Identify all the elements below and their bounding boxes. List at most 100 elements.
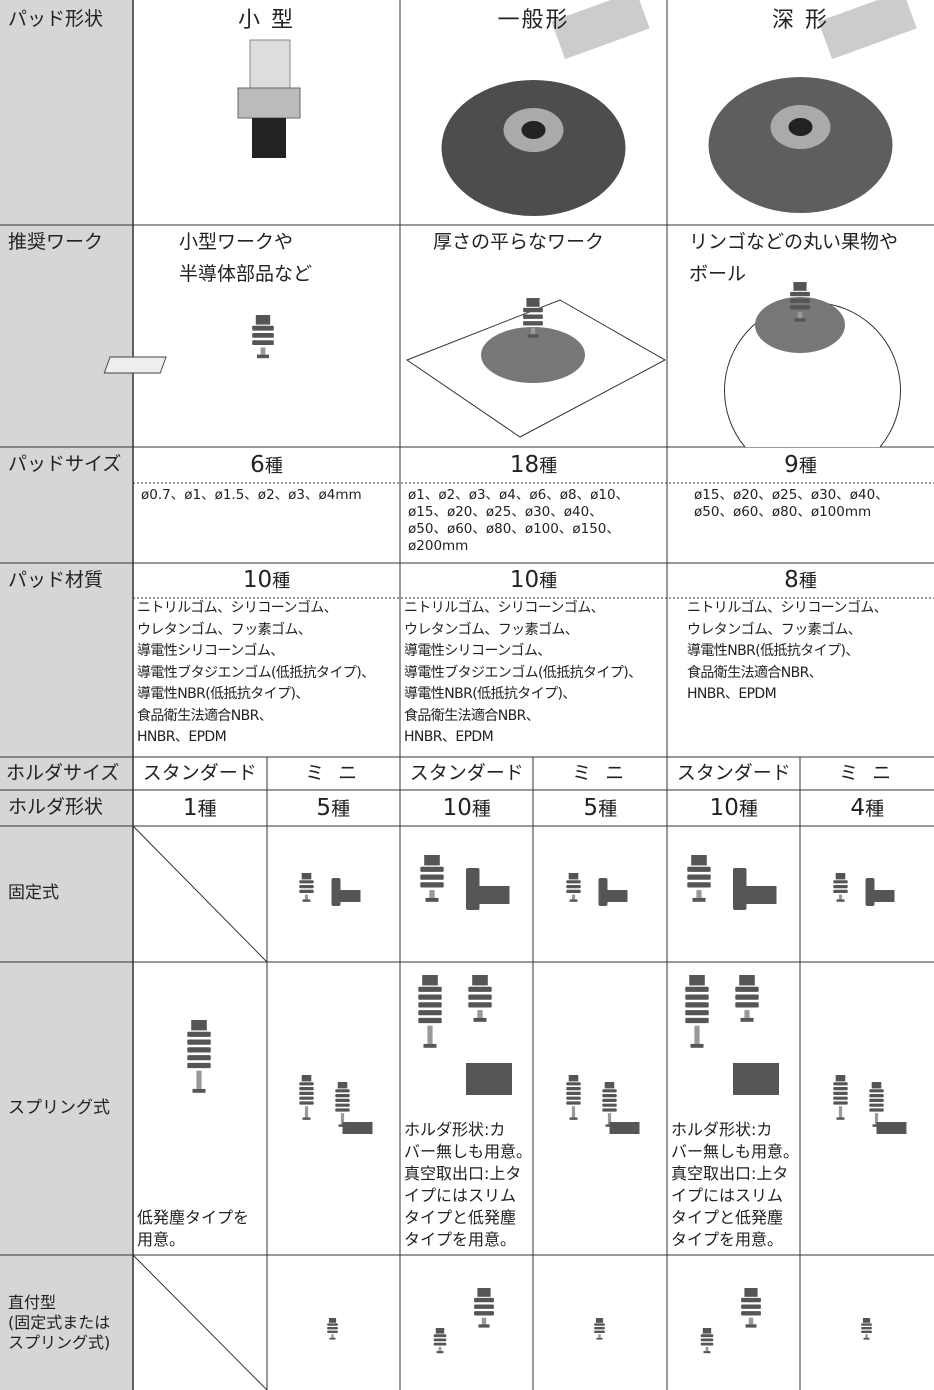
graphic — [420, 866, 444, 872]
graphic — [340, 1113, 345, 1125]
graphic — [299, 1091, 314, 1095]
graphic — [566, 880, 581, 884]
graphic — [566, 1101, 581, 1105]
graphic — [474, 1311, 494, 1316]
graphic — [740, 1017, 754, 1022]
graphic — [874, 890, 895, 902]
spring-note: イプにはスリム — [404, 1186, 517, 1205]
graphic — [685, 1010, 709, 1016]
graphic — [568, 1075, 579, 1082]
count: 9種 — [784, 454, 817, 477]
graphic — [690, 1043, 704, 1048]
size-text: ø1、ø2、ø3、ø4、ø6、ø8、ø10、 — [408, 487, 630, 503]
graphic — [327, 1330, 338, 1333]
graphic — [342, 1122, 373, 1134]
holder-count: 4 — [850, 795, 866, 821]
material-text: 導電性シリコーンゴム、 — [137, 643, 284, 659]
material-text: HNBR、EPDM — [404, 729, 494, 745]
work-text: リンゴなどの丸い果物や — [689, 231, 899, 253]
graphic — [694, 1025, 700, 1044]
graphic — [869, 1098, 884, 1102]
holder-unit: 種 — [738, 798, 758, 820]
graphic — [741, 1311, 761, 1316]
graphic — [833, 1082, 848, 1086]
holder-count: 5種 — [316, 797, 350, 820]
graphic — [871, 1082, 882, 1089]
graphic — [474, 1297, 494, 1303]
spring-note: バー無しも用意。 — [671, 1142, 800, 1161]
graphic — [794, 318, 806, 322]
graphic — [594, 1323, 605, 1326]
graphic — [481, 1317, 487, 1325]
holder-size: スタンダード — [142, 762, 257, 784]
spring-note: バー無しも用意。 — [404, 1142, 533, 1161]
material-text: 食品衛生法適合NBR、 — [404, 707, 540, 724]
graphic — [748, 1317, 754, 1325]
graphic — [301, 873, 312, 880]
graphic — [861, 1323, 872, 1326]
graphic — [335, 1098, 350, 1102]
work-text: ボール — [689, 263, 747, 285]
graphic — [255, 315, 271, 325]
holder-count: 10種 — [710, 797, 758, 820]
graphic — [687, 874, 711, 880]
count-unit: 種 — [798, 456, 817, 477]
material-text: ウレタンゴム、フッ素ゴム、 — [137, 621, 312, 638]
graphic — [420, 874, 444, 880]
material-text: 導電性NBR(低抵抗タイプ)、 — [687, 643, 859, 659]
graphic — [836, 1117, 845, 1120]
graphic — [568, 873, 579, 880]
graphic — [468, 986, 492, 992]
graphic — [700, 1338, 714, 1342]
graphic — [741, 1297, 761, 1303]
size-text: ø15、ø20、ø25、ø30、ø40、 — [408, 504, 603, 520]
graphic — [863, 1337, 870, 1340]
graphic — [869, 1094, 884, 1098]
holder-size: スタンダード — [409, 762, 524, 784]
graphic — [876, 1122, 907, 1134]
holder-unit: 種 — [865, 798, 885, 820]
work-text: 厚さの平らなワーク — [433, 231, 605, 253]
graphic — [327, 1327, 338, 1330]
graphic — [790, 305, 810, 310]
graphic — [745, 1324, 757, 1328]
graphic — [566, 1087, 581, 1091]
row-label: スプリング式) — [8, 1333, 111, 1352]
count-number: 8 — [784, 567, 799, 593]
graphic — [433, 1334, 447, 1338]
graphic — [527, 334, 539, 338]
count-unit: 種 — [272, 571, 291, 592]
graphic — [328, 1318, 337, 1323]
row-label: (固定式または — [8, 1313, 111, 1332]
graphic — [861, 1327, 872, 1330]
graphic — [237, 87, 301, 119]
graphic — [422, 975, 438, 986]
material-text: ウレタンゴム、フッ素ゴム、 — [404, 621, 579, 638]
graphic — [689, 975, 705, 986]
graphic — [865, 878, 875, 906]
spring-note: タイプと低発塵 — [404, 1208, 517, 1227]
graphic — [335, 1108, 350, 1112]
graphic — [474, 1304, 494, 1309]
holder-count: 1 — [182, 795, 198, 821]
holder-count: 10 — [442, 795, 472, 821]
graphic — [687, 882, 711, 888]
graphic — [833, 1096, 848, 1100]
graphic — [595, 1318, 604, 1323]
graphic — [833, 1087, 848, 1091]
graphic — [833, 880, 848, 884]
graphic — [566, 1096, 581, 1100]
graphic — [685, 994, 709, 1000]
holder-count: 5 — [316, 795, 332, 821]
graphic — [260, 347, 266, 355]
material-text: 導電性NBR(低抵抗タイプ)、 — [404, 686, 576, 702]
row-label: 固定式 — [8, 883, 59, 903]
holder-unit: 種 — [331, 798, 351, 820]
count-number: 9 — [784, 452, 799, 478]
graphic — [523, 307, 543, 313]
graphic — [299, 889, 314, 893]
graphic — [468, 994, 492, 1000]
graphic — [335, 1103, 350, 1107]
graphic — [329, 1337, 336, 1340]
